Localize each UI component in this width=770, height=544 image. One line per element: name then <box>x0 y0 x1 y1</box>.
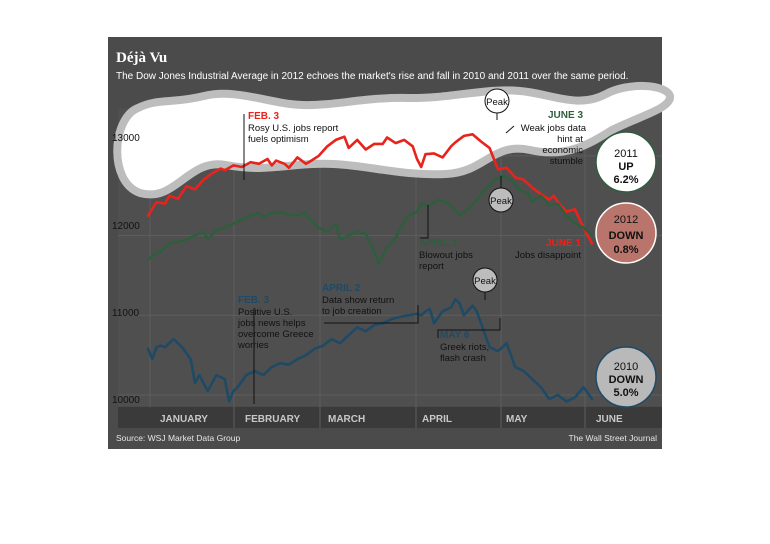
annotation-april1-2011-line1: Blowout jobs <box>419 250 473 261</box>
cloud-highlight <box>113 81 674 199</box>
annotation-june3-2011-line2: hint at <box>557 134 583 145</box>
annotation-feb3-2012-line2: fuels optimism <box>248 134 309 145</box>
annotation-feb3-2012-line1: Rosy U.S. jobs report <box>248 123 339 134</box>
badge-2012-direction: DOWN <box>609 230 644 242</box>
series-layer <box>146 133 594 403</box>
chart-title: Déjà Vu <box>116 50 167 66</box>
annotation-june3-2011-line3: economic <box>542 145 583 156</box>
annotation-june1-2012-line1: Jobs disappoint <box>515 250 581 261</box>
peak-label-2010: Peak <box>474 276 496 287</box>
badge-2011-pct: 6.2% <box>613 174 638 186</box>
peak-label-2012: Peak <box>486 97 508 108</box>
month-axis <box>118 407 662 428</box>
series-line-2010 <box>146 298 594 403</box>
peak-marker-2011: Peak <box>488 176 514 213</box>
source-note: Source: WSJ Market Data Group <box>116 433 241 443</box>
annotation-june1-2012-date: JUNE 1 <box>546 238 581 249</box>
annotation-feb3-2010-line2: jobs news helps <box>237 318 306 329</box>
annotation-april2-2010-line1: Data show return <box>322 295 394 306</box>
badge-2012-pct: 0.8% <box>613 244 638 256</box>
annotation-may6-2010-line2: flash crash <box>440 353 486 364</box>
month-label-january: JANUARY <box>160 414 208 425</box>
badge-2010: 2010 DOWN 5.0% <box>595 346 657 408</box>
month-label-march: MARCH <box>328 414 365 425</box>
annotation-june3-2011-line4: stumble <box>550 156 583 167</box>
annotation-feb3-2010-date: FEB. 3 <box>238 295 270 306</box>
ytick-12000: 12000 <box>112 221 140 232</box>
badge-2012: 2012 DOWN 0.8% <box>595 202 657 264</box>
month-label-may: MAY <box>506 414 528 425</box>
month-label-june: JUNE <box>596 414 623 425</box>
ytick-11000: 11000 <box>112 308 140 319</box>
badge-2010-pct: 5.0% <box>613 387 638 399</box>
badge-2012-year: 2012 <box>614 214 638 226</box>
month-axis-dividers <box>233 407 586 428</box>
annotation-feb3-2012-date: FEB. 3 <box>248 111 280 122</box>
badge-2010-direction: DOWN <box>609 374 644 386</box>
ytick-13000: 13000 <box>112 133 140 144</box>
peak-label-2011: Peak <box>490 196 512 207</box>
badge-2011-year: 2011 <box>614 148 638 160</box>
annotation-feb3-2010-line4: worries <box>237 340 269 351</box>
annotation-april2-2010-line2: to job creation <box>322 306 382 317</box>
annotation-may6-2010-date: MAY 6 <box>440 330 470 341</box>
ytick-10000: 10000 <box>112 395 140 406</box>
credit-note: The Wall Street Journal <box>569 433 658 443</box>
month-label-april: APRIL <box>422 414 452 425</box>
annotation-april1-2011-line2: report <box>419 261 444 272</box>
series-line-2012 <box>146 133 594 245</box>
badge-2011-direction: UP <box>618 161 633 173</box>
peak-marker-2012: Peak <box>484 88 510 120</box>
month-label-february: FEBRUARY <box>245 414 301 425</box>
badge-2010-year: 2010 <box>614 361 638 373</box>
annotation-april1-2011-date: APRIL 1 <box>419 238 458 249</box>
badge-2011: 2011 UP 6.2% <box>595 131 657 193</box>
annotation-june3-2011-date: JUNE 3 <box>548 110 583 121</box>
annotation-feb3-2010-line1: Positive U.S. <box>238 307 292 318</box>
peak-marker-2010: Peak <box>472 267 498 300</box>
series-line-2011 <box>146 174 594 265</box>
annotation-may6-2010-line1: Greek riots, <box>440 342 489 353</box>
chart-subtitle: The Dow Jones Industrial Average in 2012… <box>116 71 628 82</box>
annotation-leaders <box>243 114 515 404</box>
annotation-april2-2010-date: APRIL 2 <box>322 283 361 294</box>
annotation-june3-2011-line1: Weak jobs data <box>521 123 587 134</box>
annotation-feb3-2010-line3: overcome Greece <box>238 329 314 340</box>
